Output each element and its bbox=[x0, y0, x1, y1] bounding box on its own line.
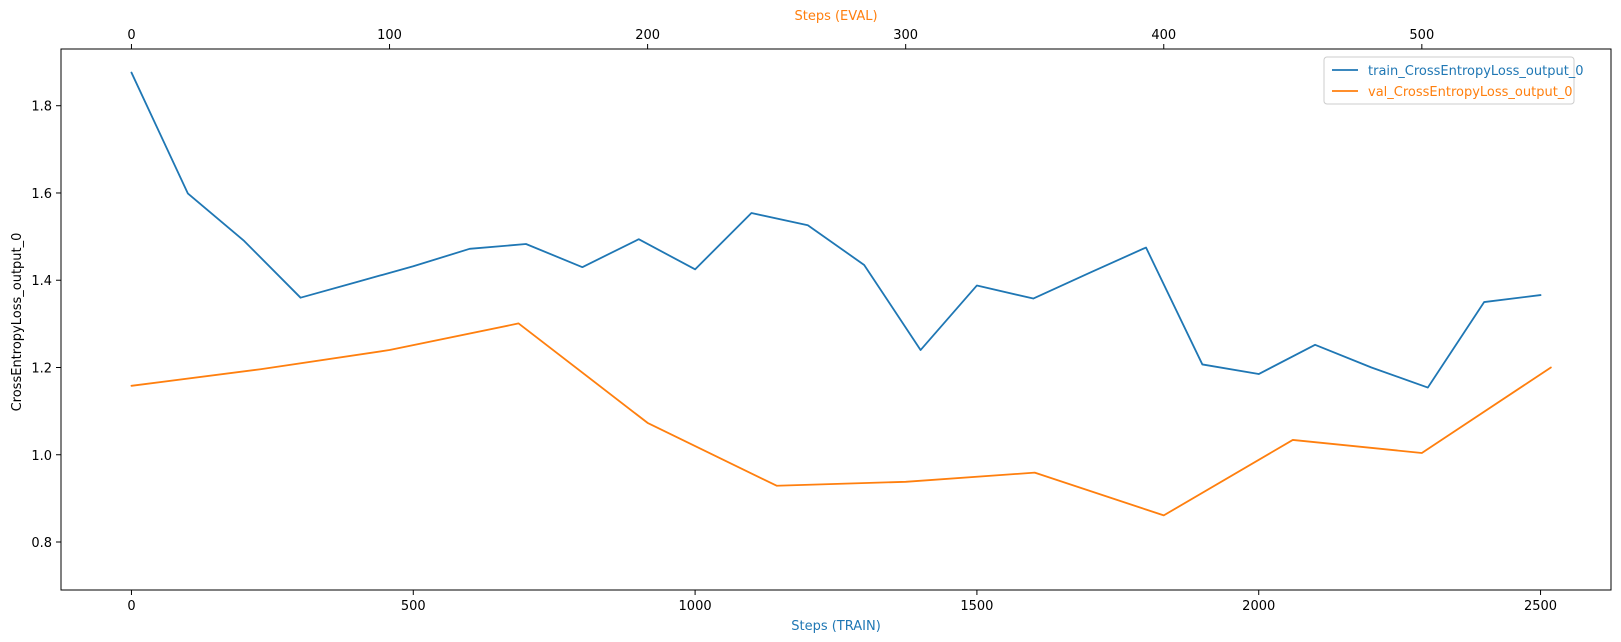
bottom-x-axis: 0 500 1000 1500 2000 2500 bbox=[127, 590, 1557, 614]
y-tick-label: 1.0 bbox=[31, 449, 52, 464]
series-line-train bbox=[130, 71, 1542, 389]
top-x-tick-label: 0 bbox=[127, 28, 135, 43]
legend-label-train: train_CrossEntropyLoss_output_0 bbox=[1368, 64, 1584, 79]
y-tick-label: 1.2 bbox=[31, 361, 52, 376]
legend: train_CrossEntropyLoss_output_0 val_Cros… bbox=[1323, 56, 1584, 105]
x-tick-label: 2500 bbox=[1524, 599, 1557, 614]
plot-border bbox=[60, 48, 1612, 591]
legend-box bbox=[1323, 56, 1575, 105]
y-axis-title: CrossEntropyLoss_output_0 bbox=[10, 233, 25, 412]
x-axis-title: Steps (TRAIN) bbox=[791, 619, 881, 634]
series-layer bbox=[130, 71, 1552, 517]
x-tick-label: 1500 bbox=[960, 599, 993, 614]
top-x-tick-label: 200 bbox=[635, 28, 660, 43]
top-x-axis-title: Steps (EVAL) bbox=[794, 9, 877, 24]
x-tick-label: 0 bbox=[127, 599, 135, 614]
top-x-tick-label: 400 bbox=[1151, 28, 1176, 43]
series-line-val bbox=[130, 322, 1552, 517]
y-tick-label: 1.4 bbox=[31, 274, 52, 289]
x-tick-label: 500 bbox=[401, 599, 426, 614]
x-tick-label: 1000 bbox=[679, 599, 712, 614]
top-x-axis: 0 100 200 300 400 500 bbox=[127, 28, 1434, 49]
y-tick-label: 0.8 bbox=[31, 536, 52, 551]
top-x-tick-label: 100 bbox=[377, 28, 402, 43]
y-tick-label: 1.6 bbox=[31, 187, 52, 202]
top-x-tick-label: 500 bbox=[1409, 28, 1434, 43]
plot-frame bbox=[60, 48, 1612, 591]
x-tick-label: 2000 bbox=[1242, 599, 1275, 614]
y-axis: 0.8 1.0 1.2 1.4 1.6 1.8 bbox=[31, 100, 61, 551]
legend-label-val: val_CrossEntropyLoss_output_0 bbox=[1368, 85, 1573, 100]
y-tick-label: 1.8 bbox=[31, 100, 52, 115]
top-x-tick-label: 300 bbox=[893, 28, 918, 43]
